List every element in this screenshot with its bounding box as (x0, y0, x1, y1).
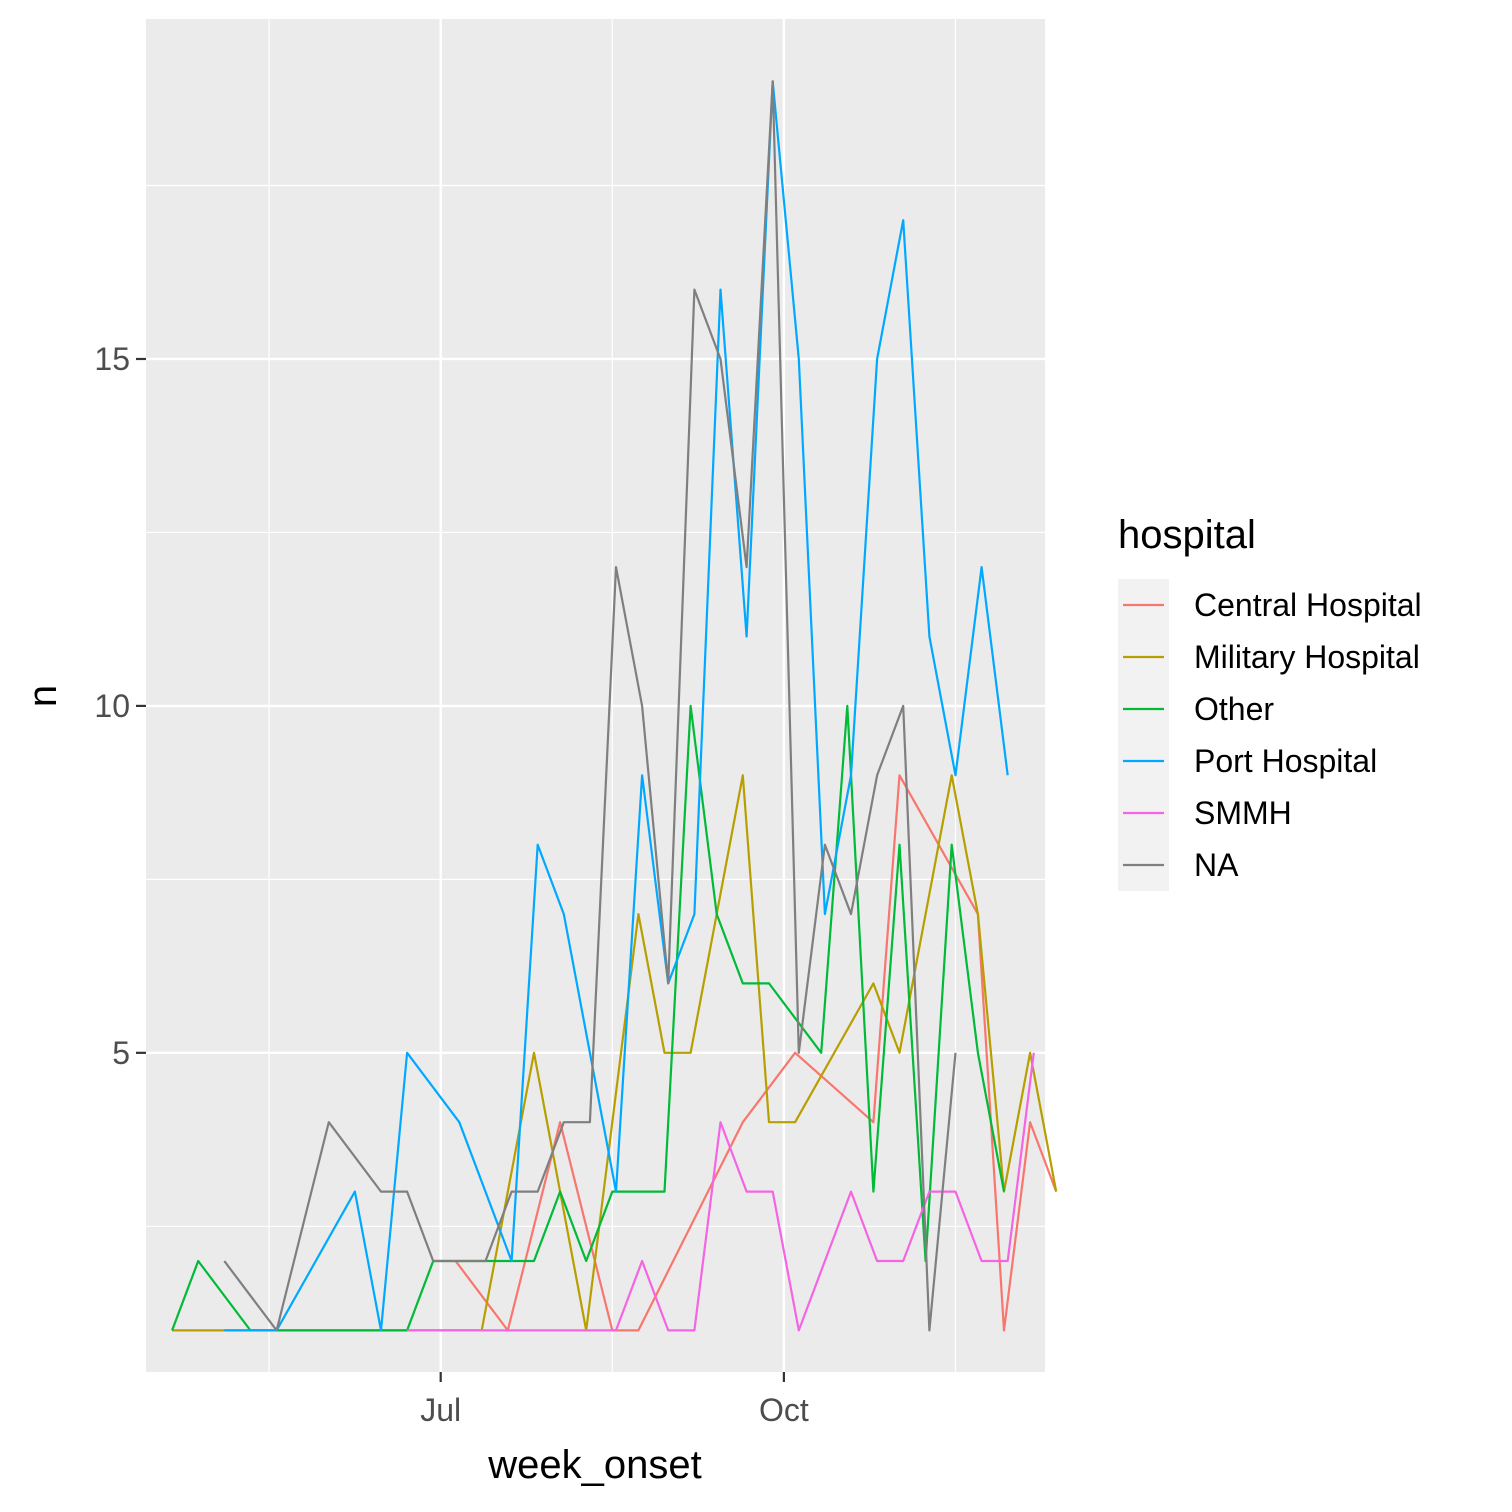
major-gridlines (146, 19, 1045, 1372)
legend-label-smmh: SMMH (1194, 795, 1292, 831)
series-line-central-hospital (454, 774, 1058, 1332)
plot-panel (146, 19, 1045, 1372)
y-tick-label: 5 (112, 1035, 130, 1071)
legend-title: hospital (1118, 513, 1256, 557)
series-line-na (223, 80, 957, 1332)
legend-label-na: NA (1194, 847, 1239, 883)
series-line-smmh (407, 1052, 1035, 1332)
legend-label-central-hospital: Central Hospital (1194, 587, 1422, 623)
x-tick-label: Oct (759, 1392, 809, 1428)
series-line-military-hospital (172, 774, 1058, 1332)
y-tick-label: 10 (94, 688, 130, 724)
legend-label-military-hospital: Military Hospital (1194, 639, 1420, 675)
legend: hospital Central Hospital Military Hospit… (1118, 513, 1422, 891)
series-line-port-hospital (224, 80, 1009, 1332)
x-tick-label: Jul (420, 1392, 461, 1428)
x-axis-title: week_onset (487, 1443, 701, 1487)
minor-gridlines (146, 19, 1045, 1372)
y-tick-label: 15 (94, 341, 130, 377)
series-lines (171, 80, 1058, 1332)
legend-label-other: Other (1194, 691, 1274, 727)
y-axis-title: n (21, 685, 65, 707)
series-line-other (171, 704, 1006, 1332)
legend-label-port-hospital: Port Hospital (1194, 743, 1377, 779)
y-axis: 5 10 15 (94, 341, 146, 1071)
x-axis: Jul Oct (420, 1372, 809, 1428)
